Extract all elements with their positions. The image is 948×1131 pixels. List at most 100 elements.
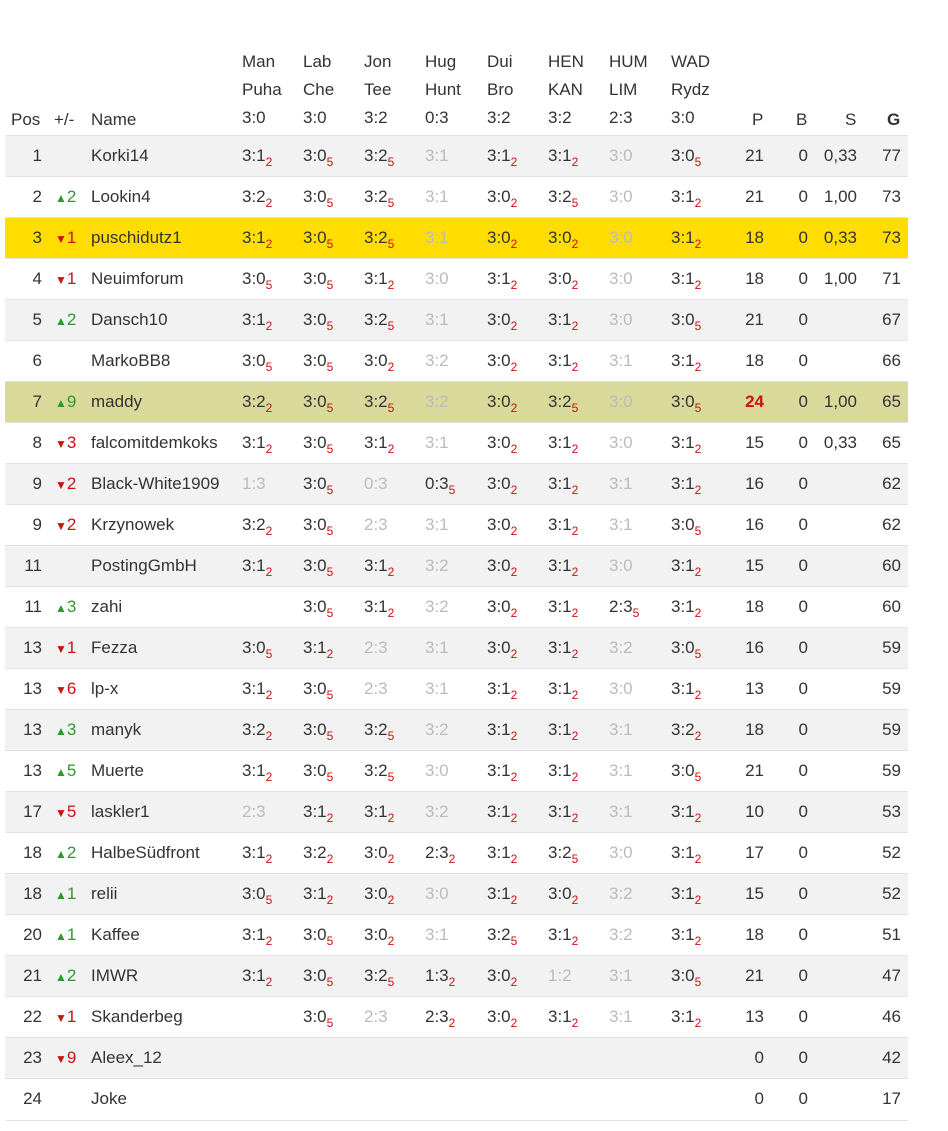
table-row[interactable]: 4 ▼1 Neuimforum 3:05 3:05 3:12 3:0 3:12 3:02 3:0 3… [5, 258, 908, 299]
player-name[interactable]: Lookin4 [91, 187, 151, 206]
tip-cell: 3:02 [487, 956, 517, 996]
table-row[interactable]: 20 ▲1 Kaffee 3:12 3:05 3:02 3:1 3:25 3:12 3:2 3:12… [5, 914, 908, 955]
tip-score: 3:1 [671, 269, 695, 288]
player-name[interactable]: zahi [91, 597, 123, 616]
table-row[interactable]: 17 ▼5 laskler1 2:3 3:12 3:12 3:2 3:12 3:12 3:1 3:1… [5, 791, 908, 832]
match-header-away[interactable]: Puha [242, 80, 282, 99]
player-name[interactable]: Dansch10 [91, 310, 168, 329]
tip-score: 3:0 [303, 474, 327, 493]
player-name[interactable]: Kaffee [91, 925, 140, 944]
table-row[interactable]: 2 ▲2 Lookin4 3:22 3:05 3:25 3:1 3:02 3:25 3:0 3:12… [5, 176, 908, 217]
player-name[interactable]: Black-White1909 [91, 474, 220, 493]
match-header-home[interactable]: HEN [548, 52, 584, 71]
table-row[interactable]: 9 ▼2 Krzynowek 3:22 3:05 2:3 3:1 3:02 3:12 3:1 3:0… [5, 504, 908, 545]
match-header-home[interactable]: Jon [364, 52, 392, 71]
player-name[interactable]: puschidutz1 [91, 228, 182, 247]
player-name[interactable]: IMWR [91, 966, 139, 985]
player-name[interactable]: Skanderbeg [91, 1007, 183, 1026]
header-trend[interactable]: +/- [54, 110, 75, 129]
tip-points: 2 [387, 893, 395, 907]
match-header-home[interactable]: Lab [303, 52, 332, 71]
tip-score: 2:3 [364, 679, 388, 698]
tip-score: 3:2 [425, 351, 449, 370]
table-row[interactable]: 13 ▲3 manyk 3:22 3:05 3:25 3:2 3:12 3:12 3:1 3:22 1… [5, 709, 908, 750]
tip-score: 3:0 [425, 884, 449, 903]
tip-points: 2 [265, 196, 273, 210]
table-row[interactable]: 7 ▲9 maddy 3:22 3:05 3:25 3:2 3:02 3:25 3:0 3:05 24… [5, 381, 908, 422]
tip-cell: 3:05 [303, 423, 333, 463]
tip-points: 2 [694, 196, 702, 210]
player-name[interactable]: laskler1 [91, 802, 150, 821]
rank-position: 9 [32, 474, 42, 493]
table-row[interactable]: 13 ▼6 lp-x 3:12 3:05 2:3 3:1 3:12 3:12 3:0 3:12 13 0… [5, 668, 908, 709]
match-header-home[interactable]: Hug [425, 52, 457, 71]
table-row[interactable]: 21 ▲2 IMWR 3:12 3:05 3:25 1:32 3:02 1:2 3:1 3:05 21… [5, 955, 908, 996]
table-row[interactable]: 6 MarkoBB8 3:05 3:05 3:02 3:2 3:02 3:12 3:1 3:12 1… [5, 340, 908, 381]
match-header-home[interactable]: Man [242, 52, 276, 71]
tip-score: 3:0 [242, 269, 266, 288]
match-header-home[interactable]: Dui [487, 52, 513, 71]
match-header-away[interactable]: Tee [364, 80, 392, 99]
table-row[interactable]: 23 ▼9 Aleex_12 0 0 42 [5, 1037, 908, 1078]
player-name[interactable]: relii [91, 884, 118, 903]
player-name[interactable]: Fezza [91, 638, 138, 657]
match-header-away[interactable]: Che [303, 80, 335, 99]
header-total[interactable]: G [887, 110, 901, 129]
player-name[interactable]: Joke [91, 1089, 127, 1108]
player-name[interactable]: HalbeSüdfront [91, 843, 200, 862]
table-row[interactable]: 13 ▲5 Muerte 3:12 3:05 3:25 3:0 3:12 3:12 3:1 3:05… [5, 750, 908, 791]
player-name[interactable]: lp-x [91, 679, 119, 698]
header-bonus[interactable]: B [796, 110, 808, 129]
table-row[interactable]: 13 ▼1 Fezza 3:05 3:12 2:3 3:1 3:02 3:12 3:2 3:05 16… [5, 627, 908, 668]
player-name[interactable]: PostingGmbH [91, 556, 197, 575]
header-pos[interactable]: Pos [11, 110, 41, 129]
header-points[interactable]: P [752, 110, 764, 129]
rank-position: 21 [23, 966, 42, 985]
tip-score: 3:0 [303, 187, 327, 206]
match-header-away[interactable]: LIM [609, 80, 638, 99]
player-name[interactable]: falcomitdemkoks [91, 433, 218, 452]
match-header-away[interactable]: Rydz [671, 80, 710, 99]
bonus-value: 0 [798, 515, 808, 534]
tip-cell: 3:25 [364, 751, 394, 791]
table-row[interactable]: 18 ▲1 relii 3:05 3:12 3:02 3:0 3:12 3:02 3:2 3:12 1… [5, 873, 908, 914]
table-row[interactable]: 11 ▲3 zahi 3:05 3:12 3:2 3:02 3:12 2:35 3:12 18 0 60 [5, 586, 908, 627]
match-header-home[interactable]: HUM [609, 52, 648, 71]
match-header-home[interactable]: WAD [671, 52, 711, 71]
player-name[interactable]: maddy [91, 392, 143, 411]
table-row[interactable]: 1 Korki14 3:12 3:05 3:25 3:1 3:12 3:12 3:0 3:05 21… [5, 135, 908, 176]
table-row[interactable]: 9 ▼2 Black-White1909 1:3 3:05 0:3 0:35 3:02 3:12… [5, 463, 908, 504]
points-value: 18 [745, 597, 764, 616]
match-header-away[interactable]: Hunt [425, 80, 461, 99]
player-name[interactable]: Neuimforum [91, 269, 184, 288]
player-name[interactable]: Krzynowek [91, 515, 175, 534]
tip-cell: 3:2 [425, 710, 449, 750]
tip-cell: 3:12 [303, 628, 333, 668]
header-s[interactable]: S [845, 110, 857, 129]
table-row[interactable]: 22 ▼1 Skanderbeg 3:05 2:3 2:32 3:02 3:12 3:1 3:12… [5, 996, 908, 1037]
tip-points: 2 [265, 524, 273, 538]
tip-points: 2 [448, 975, 456, 989]
table-row[interactable]: 24 Joke 0 0 17 [5, 1078, 908, 1119]
table-row[interactable]: 5 ▲2 Dansch10 3:12 3:05 3:25 3:1 3:02 3:12 3:0 3:0… [5, 299, 908, 340]
table-row[interactable]: 11 PostingGmbH 3:12 3:05 3:12 3:2 3:02 3:12 3:0 3… [5, 545, 908, 586]
header-name[interactable]: Name [91, 110, 137, 129]
table-row[interactable]: 8 ▼3 falcomitdemkoks 3:12 3:05 3:12 3:1 3:02 3:1… [5, 422, 908, 463]
player-name[interactable]: MarkoBB8 [91, 351, 171, 370]
player-name[interactable]: manyk [91, 720, 142, 739]
tip-cell: 3:1 [425, 505, 449, 545]
match-header-away[interactable]: Bro [487, 80, 514, 99]
tip-points: 5 [571, 401, 579, 415]
player-name[interactable]: Muerte [91, 761, 144, 780]
player-name[interactable]: Korki14 [91, 146, 149, 165]
tip-score: 3:0 [671, 146, 695, 165]
player-name[interactable]: Aleex_12 [91, 1048, 162, 1067]
tip-cell: 3:25 [364, 956, 394, 996]
tip-points: 2 [510, 770, 518, 784]
match-header-away[interactable]: KAN [548, 80, 583, 99]
table-row[interactable]: 18 ▲2 HalbeSüdfront 3:12 3:22 3:02 2:32 3:12 3:2… [5, 832, 908, 873]
tip-cell: 2:35 [609, 587, 639, 627]
bonus-value: 0 [798, 884, 808, 903]
tip-points: 2 [694, 729, 702, 743]
table-row[interactable]: 3 ▼1 puschidutz1 3:12 3:05 3:25 3:1 3:02 3:02 3:0… [5, 217, 908, 258]
